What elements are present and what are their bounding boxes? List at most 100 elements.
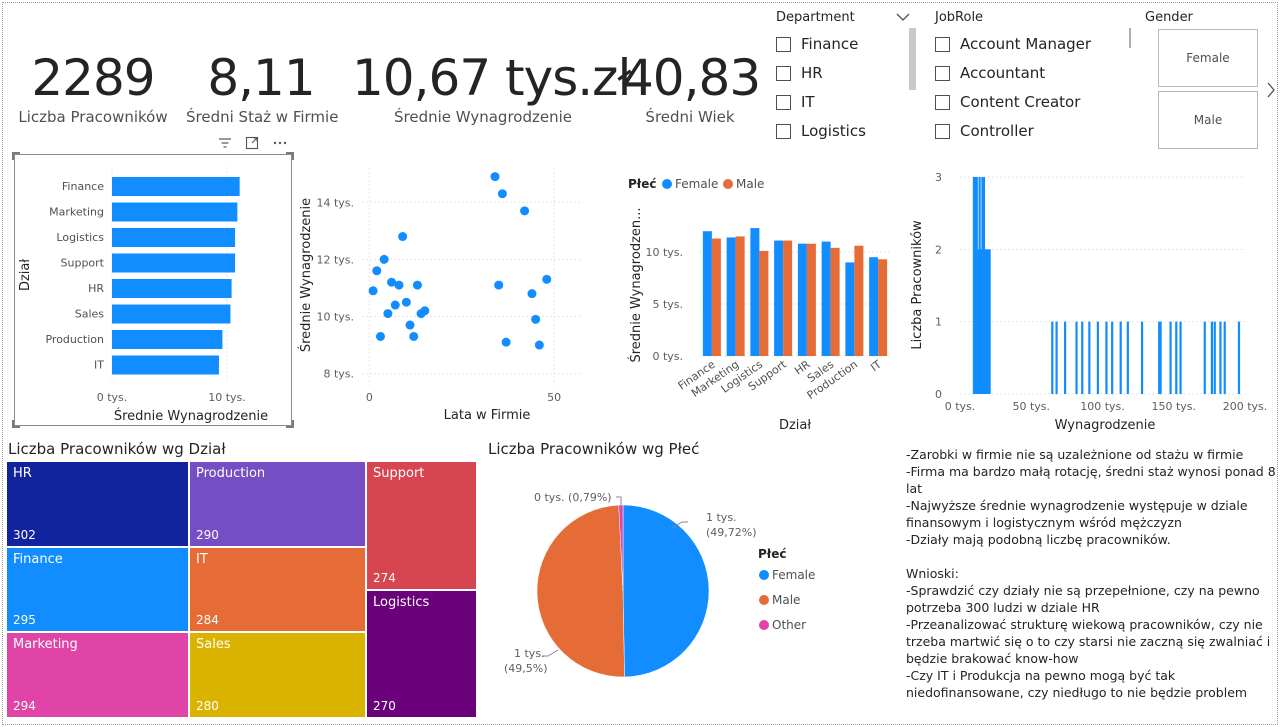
jobrole-scrollbar[interactable] xyxy=(1129,28,1131,48)
histogram-bar xyxy=(1169,321,1172,394)
scatter-point xyxy=(542,274,552,284)
kpi-label: Średnie Wynagrodzenie xyxy=(394,108,572,126)
legend-label: Male xyxy=(772,593,800,607)
column xyxy=(821,241,831,356)
histogram-bar xyxy=(988,249,991,394)
treemap-tile-label: Marketing xyxy=(13,637,78,652)
scatter-point xyxy=(527,289,537,299)
employees-by-salary-chart[interactable]: 0 1 2 3 0 tys. 50 tys. 100 tys. 150 tys. 200 tys… xyxy=(905,155,1275,440)
resize-handle[interactable] xyxy=(12,152,20,160)
x-tick-label: IT xyxy=(868,358,884,375)
slicer-item-content-creator[interactable]: Content Creator xyxy=(935,92,1080,112)
slicer-item-accountant[interactable]: Accountant xyxy=(935,63,1045,83)
histogram-bar xyxy=(985,249,988,394)
conclusion-item: -Przeanalizować strukturę wiekową pracow… xyxy=(906,617,1271,666)
treemap-tile-hr[interactable]: HR 302 xyxy=(7,462,188,546)
slicer-item-it[interactable]: IT xyxy=(776,92,815,112)
histogram-bar xyxy=(1105,321,1108,394)
checkbox[interactable] xyxy=(935,36,950,52)
more-options-icon[interactable] xyxy=(273,140,287,146)
y-tick-label: Production xyxy=(45,333,104,346)
histogram-bar xyxy=(1064,321,1067,394)
slicer-item-finance[interactable]: Finance xyxy=(776,34,858,54)
y-axis-title: Dział xyxy=(18,259,33,291)
bar xyxy=(112,279,232,298)
pie-slice xyxy=(622,504,710,678)
employees-by-dept-treemap[interactable]: HR 302 Finance 295 Marketing 294 Production 290… xyxy=(7,462,478,719)
scatter-point xyxy=(534,340,544,350)
treemap-tile-support[interactable]: Support 274 xyxy=(367,462,476,589)
legend-marker xyxy=(759,570,769,580)
checkbox[interactable] xyxy=(776,36,791,52)
treemap-tile-production[interactable]: Production 290 xyxy=(190,462,365,546)
column xyxy=(806,243,816,356)
column xyxy=(797,243,807,356)
slicer-item-account-manager[interactable]: Account Manager xyxy=(935,34,1091,54)
checkbox[interactable] xyxy=(935,123,950,139)
slicer-item-label: Accountant xyxy=(960,64,1046,82)
checkbox[interactable] xyxy=(776,65,791,81)
gender-tile-female[interactable]: Female xyxy=(1158,29,1258,87)
checkbox[interactable] xyxy=(776,123,791,139)
column xyxy=(759,250,769,356)
y-tick-label: Finance xyxy=(62,180,104,193)
chevron-down-icon[interactable] xyxy=(896,12,910,22)
department-scrollbar[interactable] xyxy=(909,28,916,90)
filter-icon[interactable] xyxy=(218,137,232,149)
resize-handle[interactable] xyxy=(12,420,20,428)
salary-vs-tenure-scatter-chart[interactable]: 8 tys. 10 tys. 12 tys. 14 tys. 0 50 Lata w Fir… xyxy=(295,155,595,430)
treemap-tile-marketing[interactable]: Marketing 294 xyxy=(7,633,188,717)
histogram-bar xyxy=(1096,321,1099,394)
bar xyxy=(112,330,223,349)
x-axis-title: Wynagrodzenie xyxy=(1055,418,1156,433)
gender-tile-male[interactable]: Male xyxy=(1158,91,1258,149)
histogram-bar xyxy=(1210,321,1213,394)
y-tick-label: 1 xyxy=(935,316,942,329)
pie-data-label: (49,5%) xyxy=(504,662,548,675)
checkbox[interactable] xyxy=(935,65,950,81)
observation-item: -Najwyższe średnie wynagrodzenie występu… xyxy=(906,498,1248,530)
slicer-item-hr[interactable]: HR xyxy=(776,63,823,83)
scatter-point xyxy=(401,297,411,307)
kpi-value: 40,83 xyxy=(622,49,761,107)
resize-handle[interactable] xyxy=(286,152,294,160)
scatter-point xyxy=(520,206,530,216)
column xyxy=(735,236,745,356)
y-tick-label: 12 tys. xyxy=(316,253,354,266)
salary-by-department-bar-chart[interactable]: Finance Marketing Logistics Support HR Sales P… xyxy=(15,155,291,425)
scatter-point xyxy=(383,309,393,319)
histogram-bar xyxy=(1223,321,1226,394)
checkbox[interactable] xyxy=(935,94,950,110)
y-tick-label: Sales xyxy=(75,308,105,321)
histogram-bar xyxy=(1088,321,1091,394)
employees-by-gender-pie-chart[interactable]: 1 tys. (49,72%) 1 tys. (49,5%) 0 tys. (0,79%… xyxy=(490,470,890,710)
histogram-bar xyxy=(1140,321,1144,394)
x-tick-label: 50 tys. xyxy=(1012,400,1050,413)
treemap-tile-sales[interactable]: Sales 280 xyxy=(190,633,365,717)
kpi-label: Średni Staż w Firmie xyxy=(186,108,339,126)
treemap-tile-label: Sales xyxy=(196,637,231,652)
slicer-title: Department xyxy=(776,10,855,25)
histogram-bar xyxy=(987,249,990,394)
legend-marker xyxy=(723,179,733,189)
pie-slice xyxy=(618,504,624,592)
chevron-right-icon[interactable] xyxy=(1266,82,1276,98)
observation-item: -Firma ma bardzo małą rotację, średni st… xyxy=(906,464,1276,496)
y-tick-label: 3 xyxy=(935,171,942,184)
x-tick-label: 100 tys. xyxy=(1080,400,1125,413)
treemap-tile-finance[interactable]: Finance 295 xyxy=(7,548,188,631)
focus-mode-icon[interactable] xyxy=(245,136,259,150)
legend-label: Male xyxy=(736,177,764,191)
slicer-item-controller[interactable]: Controller xyxy=(935,121,1034,141)
treemap-tile-it[interactable]: IT 284 xyxy=(190,548,365,631)
checkbox[interactable] xyxy=(776,94,791,110)
scatter-point xyxy=(379,254,389,264)
histogram-bar xyxy=(1213,321,1216,394)
legend-title: Płeć xyxy=(628,177,657,191)
resize-handle[interactable] xyxy=(286,420,294,428)
column xyxy=(774,240,784,356)
selected-visual-frame xyxy=(14,154,292,426)
slicer-item-logistics[interactable]: Logistics xyxy=(776,121,866,141)
treemap-tile-logistics[interactable]: Logistics 270 xyxy=(367,591,476,717)
